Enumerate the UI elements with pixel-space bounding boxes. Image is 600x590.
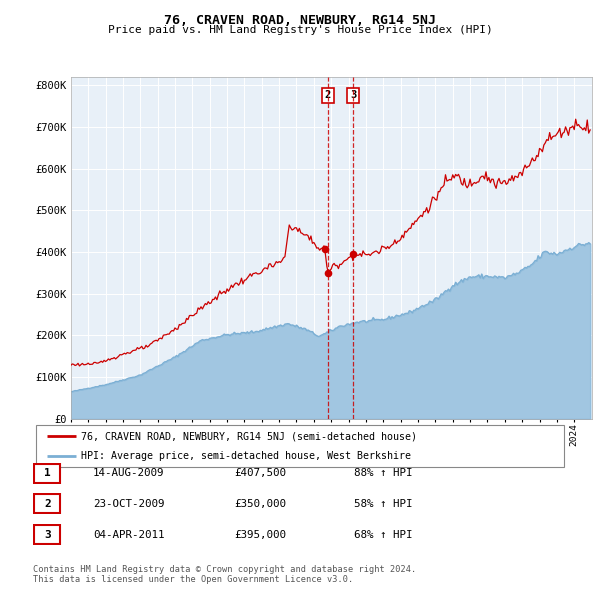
FancyBboxPatch shape	[34, 464, 61, 483]
Text: £407,500: £407,500	[234, 468, 286, 478]
Text: 68% ↑ HPI: 68% ↑ HPI	[354, 530, 413, 539]
Text: 88% ↑ HPI: 88% ↑ HPI	[354, 468, 413, 478]
Text: Contains HM Land Registry data © Crown copyright and database right 2024.
This d: Contains HM Land Registry data © Crown c…	[33, 565, 416, 584]
Text: £395,000: £395,000	[234, 530, 286, 539]
Text: 76, CRAVEN ROAD, NEWBURY, RG14 5NJ (semi-detached house): 76, CRAVEN ROAD, NEWBURY, RG14 5NJ (semi…	[81, 431, 417, 441]
FancyBboxPatch shape	[34, 494, 61, 513]
Text: 14-AUG-2009: 14-AUG-2009	[93, 468, 164, 478]
Text: 3: 3	[44, 530, 51, 539]
Text: HPI: Average price, semi-detached house, West Berkshire: HPI: Average price, semi-detached house,…	[81, 451, 411, 461]
Text: Price paid vs. HM Land Registry's House Price Index (HPI): Price paid vs. HM Land Registry's House …	[107, 25, 493, 35]
Text: 58% ↑ HPI: 58% ↑ HPI	[354, 499, 413, 509]
Text: 76, CRAVEN ROAD, NEWBURY, RG14 5NJ: 76, CRAVEN ROAD, NEWBURY, RG14 5NJ	[164, 14, 436, 27]
Text: 04-APR-2011: 04-APR-2011	[93, 530, 164, 539]
FancyBboxPatch shape	[36, 425, 564, 467]
Text: 23-OCT-2009: 23-OCT-2009	[93, 499, 164, 509]
Text: 1: 1	[44, 468, 51, 478]
FancyBboxPatch shape	[34, 525, 61, 544]
Text: 2: 2	[44, 499, 51, 509]
Text: £350,000: £350,000	[234, 499, 286, 509]
Text: 2: 2	[325, 90, 331, 100]
Text: 3: 3	[350, 90, 356, 100]
